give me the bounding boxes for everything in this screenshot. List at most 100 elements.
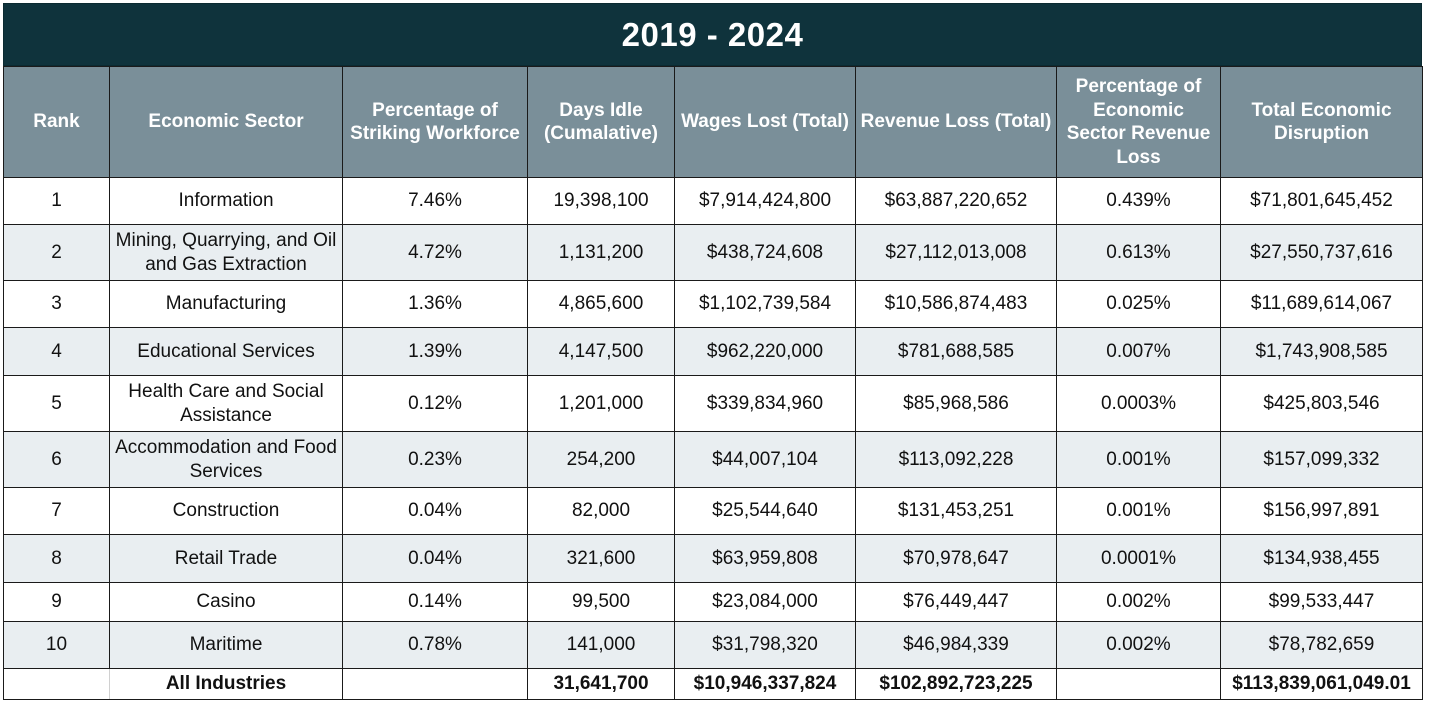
cell-sector: Casino (109, 582, 343, 622)
cell-pct-revenue-loss: 0.025% (1056, 280, 1221, 328)
cell-pct-revenue-loss: 0.002% (1056, 582, 1221, 622)
cell-wages-lost: $23,084,000 (674, 582, 856, 622)
cell-total-disruption: $156,997,891 (1220, 487, 1423, 535)
cell-pct-workforce: 0.23% (342, 431, 528, 488)
cell-pct-revenue-loss: 0.001% (1056, 431, 1221, 488)
cell-revenue-loss: $113,092,228 (855, 431, 1057, 488)
totals-label: All Industries (109, 668, 343, 700)
table-row: 10 Maritime 0.78% 141,000 $31,798,320 $4… (3, 621, 1423, 669)
cell-sector: Maritime (109, 621, 343, 669)
table-title: 2019 - 2024 (3, 3, 1422, 66)
cell-pct-revenue-loss: 0.613% (1056, 224, 1221, 281)
cell-pct-workforce: 1.36% (342, 280, 528, 328)
table-row: 4 Educational Services 1.39% 4,147,500 $… (3, 327, 1423, 376)
economic-disruption-table: Rank Economic Sector Percentage of Strik… (3, 66, 1423, 700)
cell-total-disruption: $157,099,332 (1220, 431, 1423, 488)
cell-sector: Educational Services (109, 327, 343, 376)
cell-pct-workforce-blank (342, 668, 528, 700)
cell-wages-lost: $7,914,424,800 (674, 177, 856, 225)
cell-days-idle: 4,147,500 (527, 327, 675, 376)
cell-days-idle: 321,600 (527, 534, 675, 583)
cell-rank: 1 (3, 177, 110, 225)
table-row: 8 Retail Trade 0.04% 321,600 $63,959,808… (3, 534, 1423, 583)
totals-total-disruption: $113,839,061,049.01 (1220, 668, 1423, 700)
cell-pct-revenue-loss: 0.0003% (1056, 375, 1221, 432)
cell-rank: 10 (3, 621, 110, 669)
cell-days-idle: 82,000 (527, 487, 675, 535)
cell-wages-lost: $438,724,608 (674, 224, 856, 281)
cell-revenue-loss: $70,978,647 (855, 534, 1057, 583)
cell-total-disruption: $1,743,908,585 (1220, 327, 1423, 376)
cell-total-disruption: $134,938,455 (1220, 534, 1423, 583)
totals-days-idle: 31,641,700 (527, 668, 675, 700)
cell-total-disruption: $425,803,546 (1220, 375, 1423, 432)
cell-wages-lost: $44,007,104 (674, 431, 856, 488)
header-row: Rank Economic Sector Percentage of Strik… (3, 66, 1423, 178)
header-pct-revenue-loss: Percentage of Economic Sector Revenue Lo… (1056, 66, 1221, 178)
cell-days-idle: 4,865,600 (527, 280, 675, 328)
cell-total-disruption: $11,689,614,067 (1220, 280, 1423, 328)
cell-pct-workforce: 7.46% (342, 177, 528, 225)
cell-total-disruption: $71,801,645,452 (1220, 177, 1423, 225)
cell-rank: 4 (3, 327, 110, 376)
table-row: 6 Accommodation and Food Services 0.23% … (3, 431, 1423, 488)
table-row: 1 Information 7.46% 19,398,100 $7,914,42… (3, 177, 1423, 225)
cell-sector: Construction (109, 487, 343, 535)
table-row: 3 Manufacturing 1.36% 4,865,600 $1,102,7… (3, 280, 1423, 328)
cell-pct-workforce: 4.72% (342, 224, 528, 281)
cell-wages-lost: $31,798,320 (674, 621, 856, 669)
table-row: 2 Mining, Quarrying, and Oil and Gas Ext… (3, 224, 1423, 281)
economic-disruption-table-panel: 2019 - 2024 Rank Economic Sector Percent… (3, 3, 1423, 700)
cell-pct-workforce: 1.39% (342, 327, 528, 376)
cell-sector: Health Care and Social Assistance (109, 375, 343, 432)
cell-days-idle: 254,200 (527, 431, 675, 488)
totals-wages-lost: $10,946,337,824 (674, 668, 856, 700)
cell-total-disruption: $27,550,737,616 (1220, 224, 1423, 281)
totals-revenue-loss: $102,892,723,225 (855, 668, 1057, 700)
header-rank: Rank (3, 66, 110, 178)
cell-wages-lost: $1,102,739,584 (674, 280, 856, 328)
cell-pct-workforce: 0.04% (342, 534, 528, 583)
cell-total-disruption: $78,782,659 (1220, 621, 1423, 669)
cell-days-idle: 99,500 (527, 582, 675, 622)
cell-sector: Information (109, 177, 343, 225)
cell-pct-revenue-loss: 0.002% (1056, 621, 1221, 669)
cell-days-idle: 19,398,100 (527, 177, 675, 225)
cell-revenue-loss: $10,586,874,483 (855, 280, 1057, 328)
table-row: 7 Construction 0.04% 82,000 $25,544,640 … (3, 487, 1423, 535)
cell-revenue-loss: $27,112,013,008 (855, 224, 1057, 281)
table-row: 5 Health Care and Social Assistance 0.12… (3, 375, 1423, 432)
header-wages-lost: Wages Lost (Total) (674, 66, 856, 178)
cell-pct-revenue-loss: 0.007% (1056, 327, 1221, 376)
cell-pct-revenue-loss: 0.001% (1056, 487, 1221, 535)
cell-days-idle: 1,201,000 (527, 375, 675, 432)
cell-pct-revenue-loss-blank (1056, 668, 1221, 700)
cell-wages-lost: $63,959,808 (674, 534, 856, 583)
cell-pct-workforce: 0.12% (342, 375, 528, 432)
header-total-disruption: Total Economic Disruption (1220, 66, 1423, 178)
header-revenue-loss: Revenue Loss (Total) (855, 66, 1057, 178)
cell-pct-revenue-loss: 0.439% (1056, 177, 1221, 225)
header-sector: Economic Sector (109, 66, 343, 178)
cell-rank: 5 (3, 375, 110, 432)
cell-wages-lost: $339,834,960 (674, 375, 856, 432)
cell-wages-lost: $25,544,640 (674, 487, 856, 535)
cell-pct-workforce: 0.04% (342, 487, 528, 535)
cell-pct-workforce: 0.78% (342, 621, 528, 669)
cell-sector: Mining, Quarrying, and Oil and Gas Extra… (109, 224, 343, 281)
cell-total-disruption: $99,533,447 (1220, 582, 1423, 622)
cell-days-idle: 1,131,200 (527, 224, 675, 281)
cell-rank: 8 (3, 534, 110, 583)
cell-rank: 2 (3, 224, 110, 281)
table-row: 9 Casino 0.14% 99,500 $23,084,000 $76,44… (3, 582, 1423, 622)
cell-rank: 3 (3, 280, 110, 328)
cell-rank-blank (3, 668, 110, 700)
totals-row: All Industries 31,641,700 $10,946,337,82… (3, 668, 1423, 700)
cell-revenue-loss: $76,449,447 (855, 582, 1057, 622)
cell-revenue-loss: $46,984,339 (855, 621, 1057, 669)
cell-revenue-loss: $781,688,585 (855, 327, 1057, 376)
cell-sector: Accommodation and Food Services (109, 431, 343, 488)
cell-revenue-loss: $85,968,586 (855, 375, 1057, 432)
cell-sector: Manufacturing (109, 280, 343, 328)
cell-revenue-loss: $131,453,251 (855, 487, 1057, 535)
